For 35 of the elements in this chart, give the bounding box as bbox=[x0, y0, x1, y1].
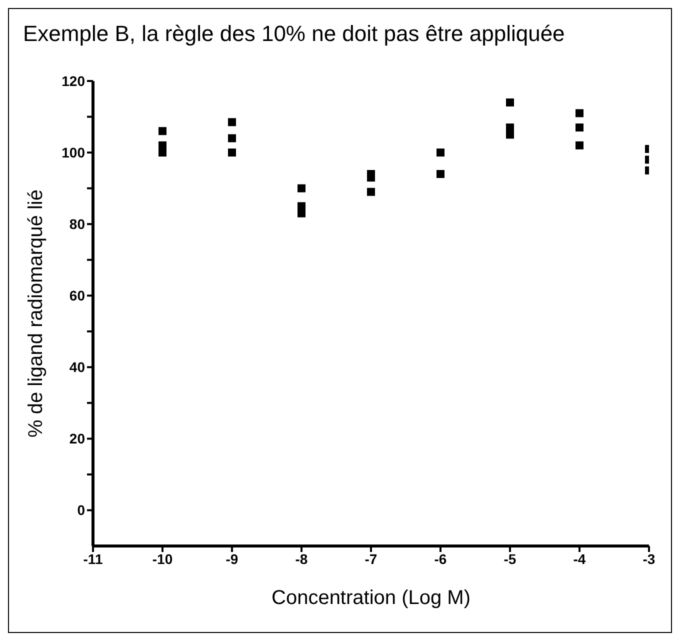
y-tick-label: 80 bbox=[69, 216, 86, 232]
point bbox=[367, 188, 375, 196]
point bbox=[228, 118, 236, 126]
x-axis-title: Concentration (Log M) bbox=[272, 587, 470, 609]
x-tick-label: -9 bbox=[226, 550, 238, 567]
point bbox=[228, 148, 236, 157]
x-tick-label: -7 bbox=[364, 550, 378, 567]
y-axis-title: % de ligand radiomarqué lié bbox=[25, 190, 48, 438]
point bbox=[576, 124, 584, 132]
x-tick-label: -8 bbox=[295, 550, 308, 567]
x-tick-label: -10 bbox=[152, 550, 173, 567]
point bbox=[576, 141, 584, 150]
point bbox=[436, 148, 444, 157]
point bbox=[506, 130, 514, 139]
point bbox=[436, 170, 444, 178]
point bbox=[158, 148, 166, 157]
y-tick-label: 40 bbox=[69, 359, 86, 376]
x-tick-label: -5 bbox=[504, 550, 516, 567]
y-tick-label: 100 bbox=[62, 144, 86, 161]
point bbox=[506, 98, 514, 106]
chart-title: Exemple B, la règle des 10% ne doit pas être appliquée bbox=[23, 21, 565, 47]
y-tick-label: 0 bbox=[77, 502, 86, 518]
x-tick-label: -3 bbox=[642, 550, 656, 567]
point bbox=[228, 134, 236, 142]
y-tick-label: 120 bbox=[62, 72, 86, 89]
y-tick-label: 60 bbox=[69, 288, 86, 304]
point bbox=[576, 109, 584, 118]
point bbox=[298, 184, 306, 192]
x-tick-label: -6 bbox=[434, 550, 447, 567]
x-tick-label: -11 bbox=[83, 550, 103, 567]
y-tick-label: 20 bbox=[69, 430, 86, 447]
point bbox=[158, 127, 166, 136]
point bbox=[298, 202, 306, 210]
point bbox=[298, 209, 306, 218]
x-tick-label: -4 bbox=[573, 550, 586, 567]
